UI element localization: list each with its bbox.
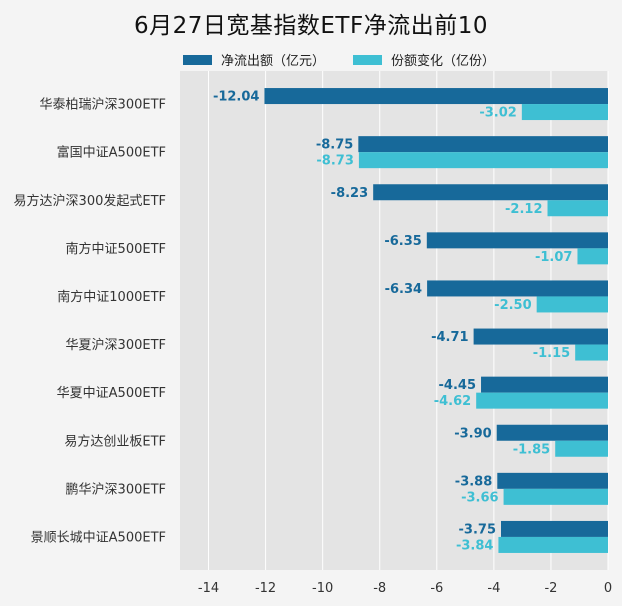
category-label: 景顺长城中证A500ETF [31,530,166,545]
bar [497,472,608,489]
bar [501,520,608,537]
bar [577,248,608,265]
data-label: -12.04 [213,90,260,105]
legend-swatch-share-change [353,54,383,65]
data-label: -4.45 [439,378,476,393]
bar [555,440,608,457]
category-label: 华夏中证A500ETF [57,386,166,401]
category-label: 华夏沪深300ETF [66,337,166,353]
x-tick-label: -10 [312,581,333,596]
x-tick-labels: -14 -12 -10 -8 -6 -4 -2 0 [198,581,612,596]
data-label: -1.85 [513,442,550,457]
bar [575,344,608,361]
data-label: -3.66 [461,490,498,505]
data-label: -1.07 [535,250,572,265]
data-label: -3.75 [459,522,496,537]
bars [264,88,608,553]
legend-item-net-outflow: 净流出额（亿元） [183,50,325,69]
category-label: 易方达沪深300发起式ETF [14,193,166,209]
data-label: -2.50 [494,298,531,313]
category-label: 华泰柏瑞沪深300ETF [40,97,166,113]
category-label: 易方达创业板ETF [64,433,166,449]
data-label: -4.62 [434,394,471,409]
data-label: -8.23 [331,186,368,201]
bar [264,88,608,105]
bar [547,200,608,217]
bar [521,104,608,121]
category-label: 鹏华沪深300ETF [66,481,166,497]
x-tick-label: -2 [544,581,557,596]
bar [358,152,608,169]
legend-label-share-change: 份额变化（亿份） [391,54,496,69]
data-label: -3.88 [455,474,492,489]
bar [358,136,608,153]
data-label: -1.15 [533,346,570,361]
category-label: 南方中证1000ETF [57,289,166,305]
x-tick-label: -8 [373,581,386,596]
data-label: -4.71 [431,330,468,345]
x-tick-label: -12 [255,581,276,596]
bar [481,376,608,393]
x-tick-label: -6 [430,581,443,596]
data-label: -8.73 [316,154,353,169]
data-label: -3.02 [479,106,516,121]
legend-swatch-net-outflow [183,54,212,65]
chart-title: 6月27日宽基指数ETF净流出前10 [134,13,488,39]
category-label: 南方中证500ETF [66,241,166,257]
x-tick-label: -4 [487,581,500,596]
bar [476,392,608,409]
data-label: -3.90 [454,426,491,441]
x-tick-label: -14 [198,581,219,596]
data-labels: -12.04 -3.02 -8.75-8.73 -8.23 -2.12 -6.35 -1.0… [213,90,573,554]
legend-item-share-change: 份额变化（亿份） [353,50,495,69]
x-tick-label: 0 [604,581,612,596]
category-label: 富国中证A500ETF [57,145,166,161]
bar [536,296,608,313]
bar [373,184,608,201]
bar [498,536,608,553]
data-label: -6.35 [384,234,421,249]
category-labels: 华泰柏瑞沪深300ETF 富国中证A500ETF 易方达沪深300发起式ETF 南方中… [14,97,166,546]
bar [496,424,608,441]
bar [473,328,608,345]
bar [503,488,608,505]
legend: 净流出额（亿元） 份额变化（亿份） [183,50,523,69]
data-label: -6.34 [385,282,422,297]
data-label: -8.75 [316,138,353,153]
data-label: -3.84 [456,538,493,553]
data-label: -2.12 [505,202,542,217]
bar [427,280,608,297]
bar [426,232,608,249]
legend-label-net-outflow: 净流出额（亿元） [221,54,326,69]
